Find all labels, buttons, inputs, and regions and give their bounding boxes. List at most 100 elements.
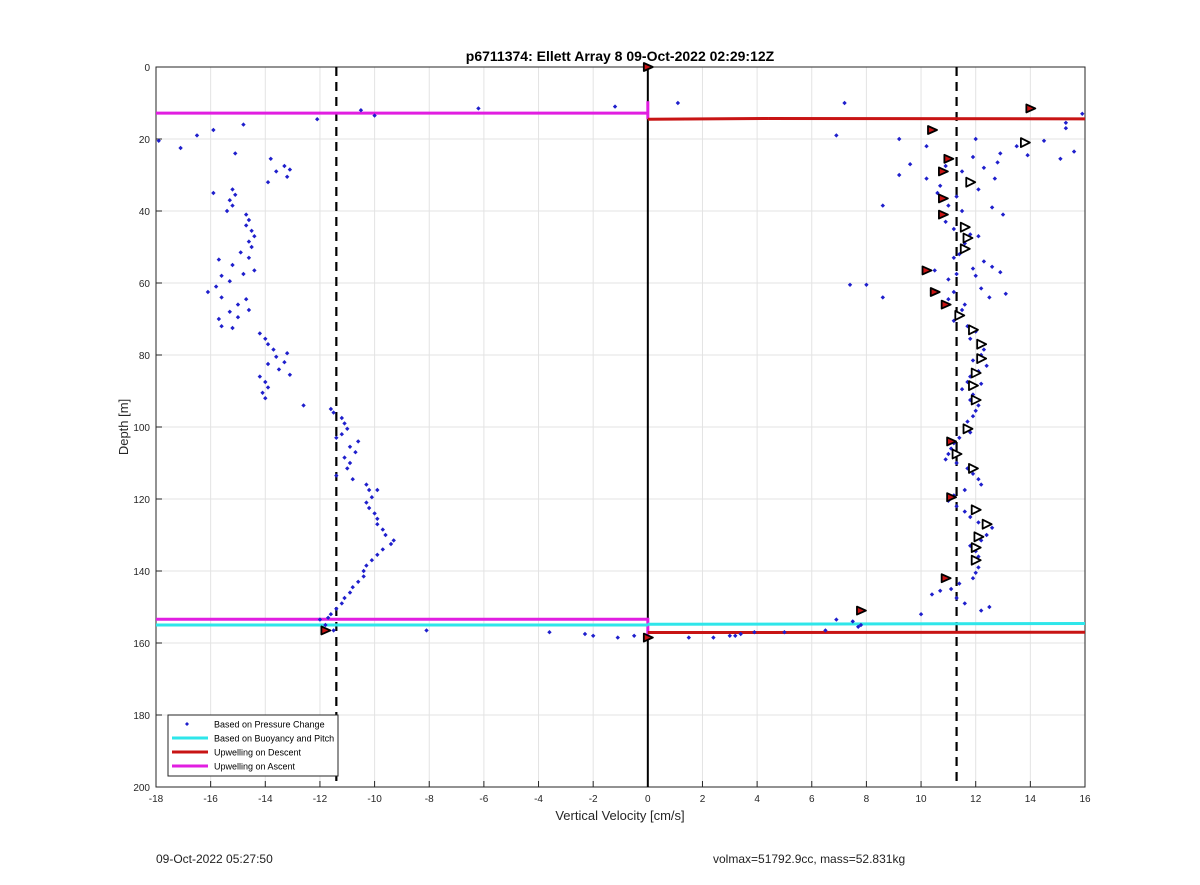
- data-point: [227, 198, 232, 203]
- data-point: [965, 419, 970, 424]
- data-point: [998, 270, 1003, 275]
- data-point: [274, 169, 279, 174]
- data-point: [375, 552, 380, 557]
- data-point: [287, 167, 293, 172]
- data-point: [937, 183, 943, 188]
- data-point: [957, 435, 962, 440]
- data-point: [325, 615, 331, 620]
- descent-marker: [938, 166, 949, 177]
- x-tick-label: 2: [700, 794, 706, 805]
- data-point: [383, 532, 388, 538]
- data-point: [970, 358, 976, 363]
- data-point: [880, 295, 886, 300]
- data-point: [976, 565, 981, 570]
- data-point: [334, 435, 339, 440]
- data-point: [970, 154, 976, 160]
- data-point: [342, 421, 347, 426]
- data-point: [276, 367, 282, 372]
- y-tick-label: 120: [133, 495, 150, 506]
- data-point: [268, 156, 273, 161]
- data-point: [733, 633, 738, 638]
- data-point: [227, 279, 232, 284]
- data-point: [350, 477, 355, 482]
- x-tick-label: 12: [970, 794, 982, 805]
- data-point: [989, 525, 995, 530]
- data-point: [265, 385, 271, 390]
- data-point: [156, 138, 161, 143]
- series-markers: [320, 62, 1037, 643]
- data-point: [271, 347, 276, 352]
- ascent-marker: [968, 463, 979, 474]
- data-point: [978, 381, 984, 386]
- data-point: [315, 117, 320, 122]
- data-point: [219, 324, 224, 329]
- data-point: [582, 631, 588, 637]
- descent-marker: [940, 299, 952, 310]
- data-point: [243, 297, 249, 302]
- data-point: [864, 282, 869, 287]
- data-point: [342, 595, 347, 601]
- data-point: [361, 574, 366, 579]
- data-point: [954, 595, 959, 601]
- x-tick-label: 14: [1025, 794, 1037, 805]
- data-point: [353, 450, 358, 455]
- data-point: [224, 208, 230, 214]
- y-tick-label: 140: [133, 567, 150, 578]
- data-point: [1003, 291, 1008, 296]
- descent-marker: [927, 125, 938, 135]
- data-point: [424, 628, 429, 633]
- data-point: [951, 226, 957, 232]
- data-point: [959, 307, 965, 313]
- legend-label: Based on Buoyancy and Pitch: [214, 734, 334, 744]
- data-point: [216, 316, 222, 322]
- data-point: [263, 396, 268, 401]
- y-tick-label: 200: [133, 783, 150, 794]
- data-point: [984, 363, 989, 368]
- data-point: [230, 262, 235, 268]
- data-point: [897, 136, 902, 142]
- data-point: [339, 432, 344, 437]
- descent-marker: [1025, 103, 1037, 114]
- y-tick-label: 100: [133, 423, 150, 434]
- axis-ticks: -18 -16 -14 -12 -10 -8 -6 -4 -2 0 2 4 6 8 10 12 14 160204…: [133, 63, 1091, 805]
- descent-marker: [856, 605, 867, 616]
- data-point: [355, 579, 361, 584]
- data-point: [380, 547, 385, 552]
- data-point: [957, 581, 962, 586]
- data-point: [946, 203, 951, 208]
- data-point: [850, 619, 855, 624]
- data-point: [970, 266, 976, 271]
- descent-marker: [943, 153, 955, 164]
- series-lines: [156, 67, 1086, 787]
- data-point: [364, 500, 369, 505]
- data-point: [265, 180, 271, 185]
- data-point: [615, 635, 620, 640]
- y-tick-label: 80: [139, 351, 151, 362]
- data-point: [235, 315, 241, 320]
- data-point: [375, 516, 380, 521]
- data-point: [978, 608, 984, 613]
- data-point: [361, 568, 366, 574]
- data-point: [727, 633, 732, 638]
- data-point: [205, 289, 211, 295]
- data-point: [989, 264, 995, 269]
- data-point: [976, 187, 981, 192]
- data-point: [334, 473, 339, 478]
- data-point: [968, 336, 973, 341]
- data-point: [946, 297, 951, 302]
- x-tick-label: -8: [425, 794, 434, 805]
- legend: Based on Pressure Change Based on Buoyanc…: [167, 714, 339, 777]
- data-point: [932, 268, 937, 273]
- footer-vehicle-info: volmax=51792.9cc, mass=52.831kg: [713, 852, 906, 866]
- data-point: [241, 122, 246, 127]
- data-point: [287, 372, 293, 377]
- footer-timestamp: 09-Oct-2022 05:27:50: [156, 852, 273, 866]
- data-point: [935, 190, 940, 196]
- data-point: [347, 590, 353, 595]
- x-tick-label: 16: [1079, 794, 1091, 805]
- data-point: [350, 585, 355, 590]
- data-point: [858, 622, 864, 628]
- data-point: [978, 286, 984, 291]
- data-point: [246, 255, 252, 260]
- data-point: [284, 174, 290, 179]
